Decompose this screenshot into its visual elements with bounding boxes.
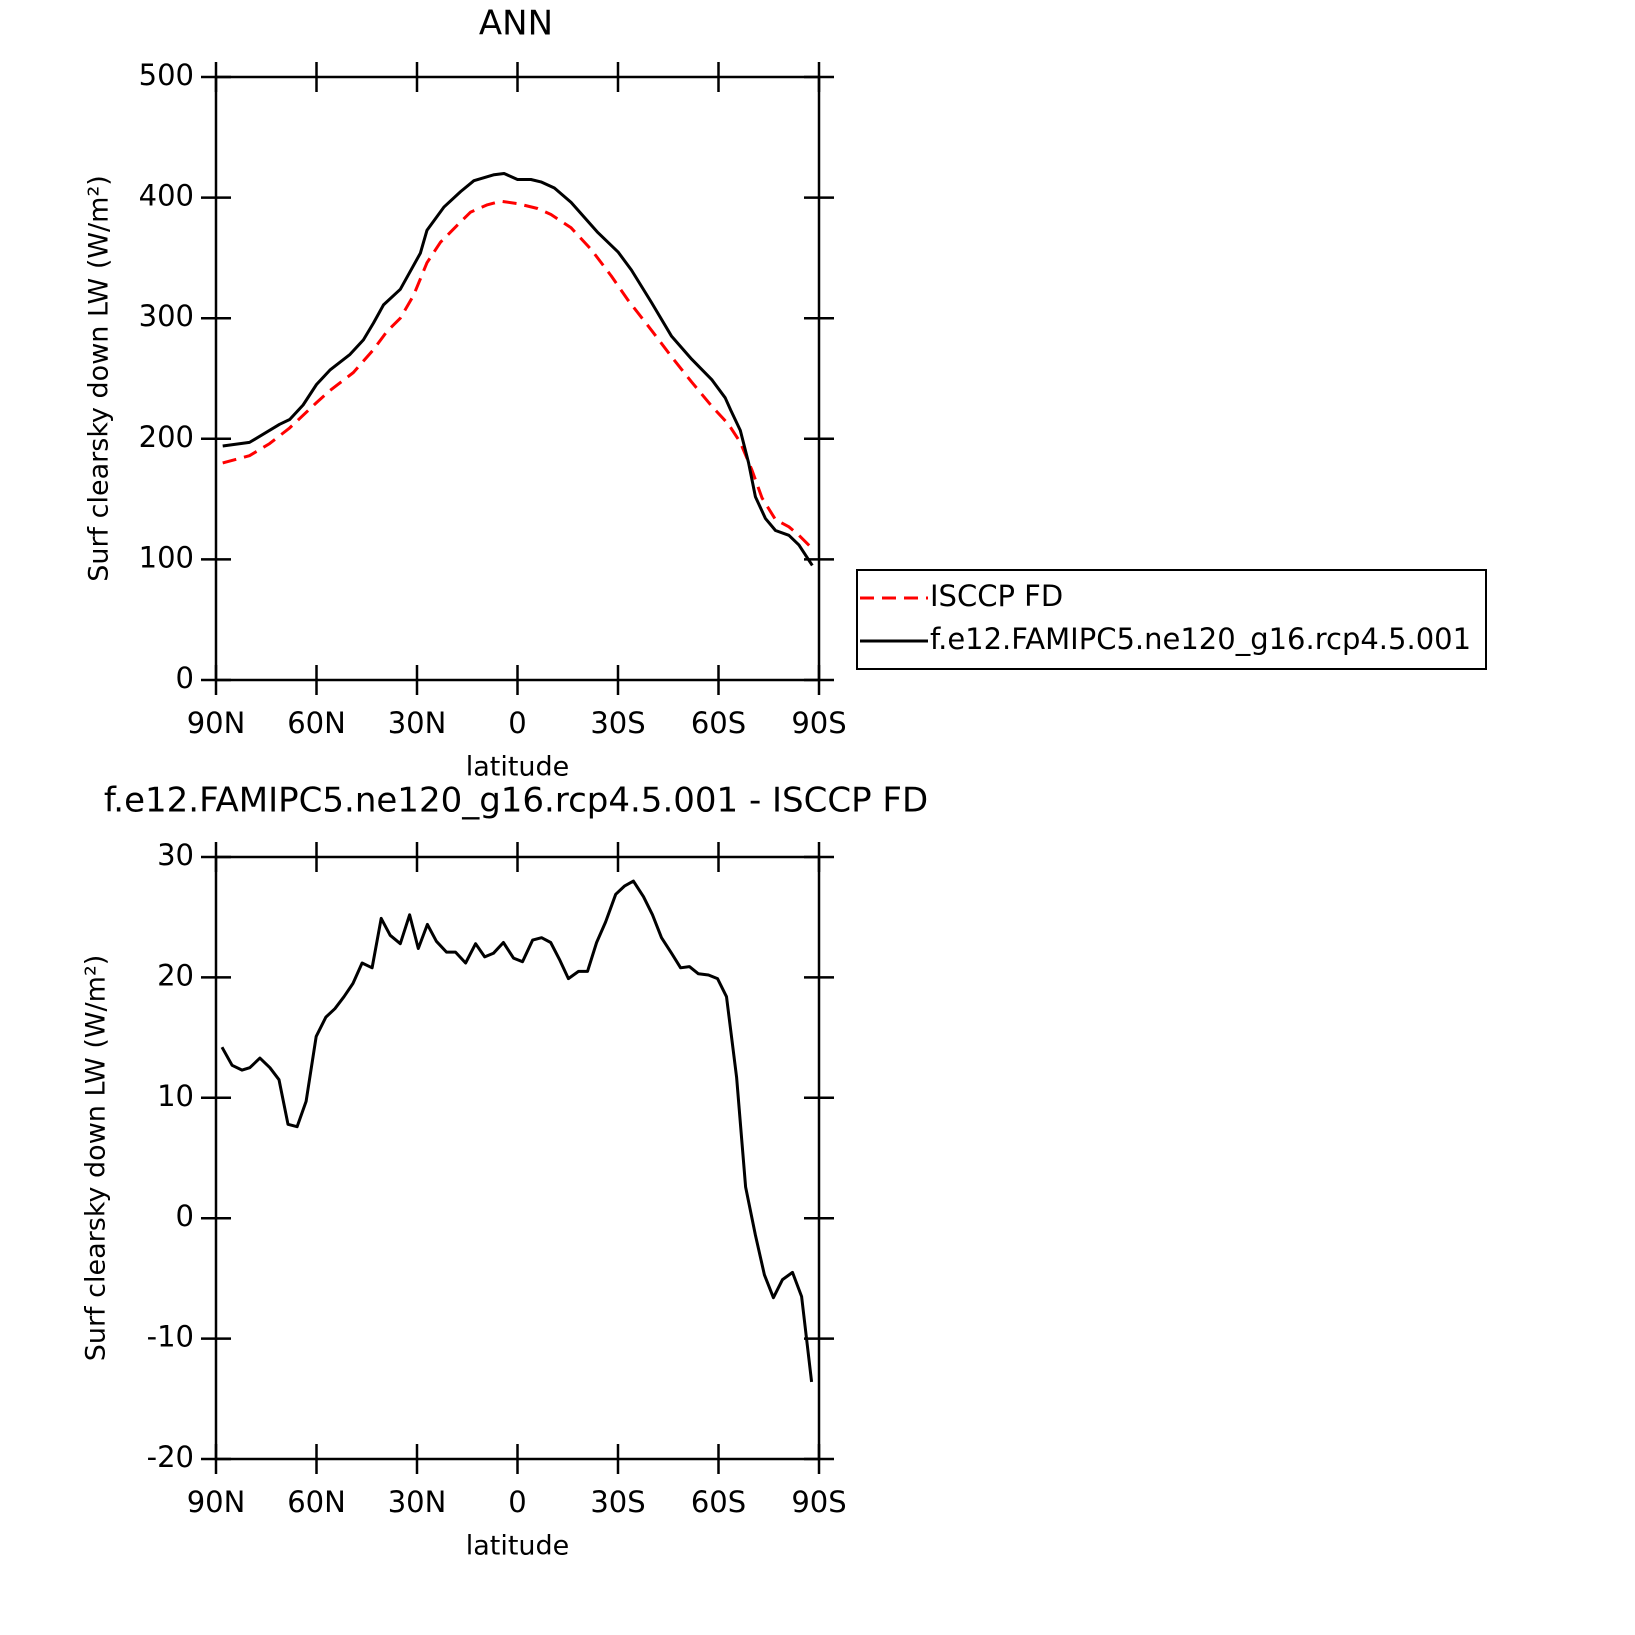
y-axis-label: Surf clearsky down LW (W/m²) (84, 175, 115, 582)
series-line (222, 199, 814, 550)
y-tick-label: 300 (139, 299, 194, 333)
x-tick-label: 60S (691, 1485, 746, 1519)
x-tick-label: 90N (187, 706, 246, 740)
y-tick-label: 0 (176, 661, 194, 695)
y-tick-label: 20 (157, 958, 194, 992)
y-tick-label: 400 (139, 179, 194, 213)
legend: ISCCP FD f.e12.FAMIPC5.ne120_g16.rcp4.5.0… (856, 569, 1487, 670)
y-tick-label: -20 (147, 1440, 194, 1474)
y-tick-label: 100 (139, 540, 194, 574)
x-axis-label: latitude (466, 752, 570, 783)
series-line (220, 879, 814, 1383)
x-tick-label: 90N (187, 1485, 246, 1519)
x-tick-label: 60N (287, 1485, 346, 1519)
y-tick-label: 10 (157, 1079, 194, 1113)
chart-title: f.e12.FAMIPC5.ne120_g16.rcp4.5.001 - ISC… (104, 781, 928, 821)
x-tick-label: 90S (791, 1485, 846, 1519)
chart-title: ANN (479, 4, 553, 44)
y-axis-label: Surf clearsky down LW (W/m²) (81, 955, 112, 1362)
y-tick-label: 500 (139, 58, 194, 92)
plot-frame (214, 855, 821, 1461)
y-tick-label: -10 (147, 1320, 194, 1354)
y-tick-label: 30 (157, 838, 194, 872)
x-tick-label: 0 (508, 706, 526, 740)
x-axis-label: latitude (466, 1531, 570, 1562)
legend-label: ISCCP FD (930, 579, 1063, 613)
x-tick-label: 0 (508, 1485, 526, 1519)
x-tick-label: 30N (388, 706, 447, 740)
x-tick-label: 90S (791, 706, 846, 740)
legend-frame (856, 569, 1487, 670)
series-line (222, 172, 814, 567)
x-tick-label: 30S (590, 1485, 645, 1519)
plot-frame (214, 75, 821, 682)
y-tick-label: 0 (176, 1199, 194, 1233)
x-tick-label: 60S (691, 706, 746, 740)
x-tick-label: 30S (590, 706, 645, 740)
legend-label: f.e12.FAMIPC5.ne120_g16.rcp4.5.001 (930, 622, 1471, 656)
x-tick-label: 60N (287, 706, 346, 740)
x-tick-label: 30N (388, 1485, 447, 1519)
y-tick-label: 200 (139, 420, 194, 454)
